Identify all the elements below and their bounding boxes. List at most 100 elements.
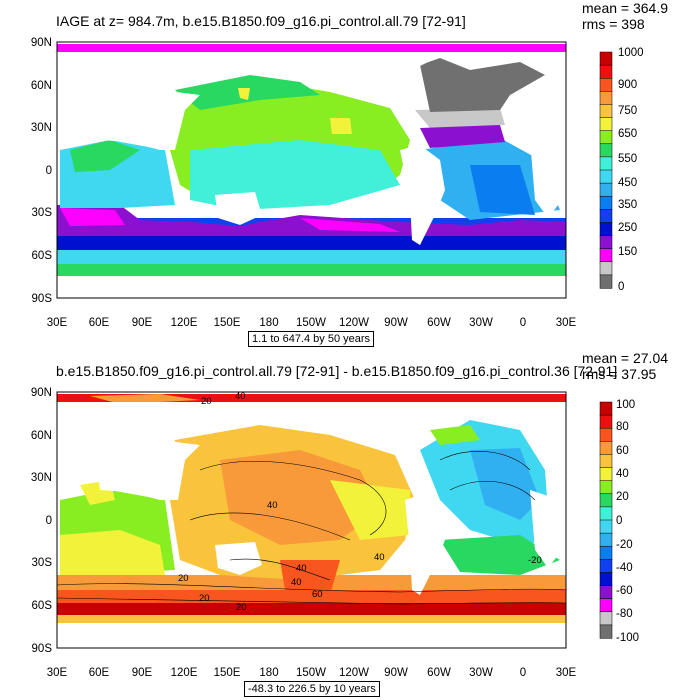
colorbar-swatch <box>599 274 613 289</box>
panel1-pacific-tropic <box>190 140 400 210</box>
colorbar-swatch <box>599 598 613 613</box>
colorbar-swatch <box>599 64 613 79</box>
lat-tick: 90S <box>32 293 53 305</box>
colorbar-label: -60 <box>616 585 633 597</box>
colorbar-swatch <box>599 104 613 119</box>
lon-tick: 0 <box>520 667 526 679</box>
panel2-colorbar-labels: 100 80 60 40 20 0 -20 -40 -60 -80 -100 <box>616 399 639 644</box>
panel2-range-box: -48.3 to 226.5 by 10 years <box>244 681 380 697</box>
colorbar-swatch <box>599 248 613 263</box>
lon-tick: 90E <box>132 667 153 679</box>
lat-tick: 0 <box>46 515 52 527</box>
colorbar-label: 20 <box>616 491 629 503</box>
lon-tick: 60W <box>427 317 451 329</box>
lat-tick: 60S <box>32 600 53 612</box>
panel1-indian-north <box>70 140 140 172</box>
lon-tick: 30E <box>47 667 68 679</box>
colorbar-label: 900 <box>618 79 637 91</box>
contour-label: 20 <box>178 573 189 584</box>
panel2-map <box>57 392 566 648</box>
lon-tick: 60W <box>427 667 451 679</box>
colorbar-swatch <box>599 585 613 600</box>
panel2-colorbar <box>599 401 613 639</box>
lon-tick: 30E <box>556 667 577 679</box>
lon-tick: 120E <box>171 667 198 679</box>
panel1-okhotsk <box>238 88 250 100</box>
colorbar-label: 40 <box>616 468 629 480</box>
lat-tick: 90N <box>31 387 52 399</box>
colorbar-swatch <box>599 117 613 132</box>
panel1-land-africa <box>530 140 562 218</box>
panel2-mean: mean = 27.04 <box>582 350 669 366</box>
panel1-pacific-max <box>300 218 400 232</box>
panel2-southern-red <box>57 590 566 606</box>
colorbar-swatch <box>599 182 613 197</box>
colorbar-swatch <box>599 209 613 224</box>
lon-tick: 180 <box>259 317 278 329</box>
colorbar-swatch <box>599 467 613 482</box>
panel1-rms: rms = 398 <box>582 16 645 32</box>
panel2-pacific-south <box>280 560 340 595</box>
colorbar-swatch <box>599 545 613 560</box>
colorbar-swatch <box>599 195 613 210</box>
contour-label: 20 <box>201 396 212 407</box>
colorbar-label: 150 <box>618 246 637 258</box>
panel1-atlantic-purple <box>420 125 505 148</box>
panel1-southern-band-a <box>57 248 566 264</box>
lat-tick: 30S <box>32 207 53 219</box>
panel1-title: IAGE at z= 984.7m, b.e15.B1850.f09_g16.p… <box>56 13 466 29</box>
colorbar-swatch <box>599 506 613 521</box>
lat-tick: 90N <box>31 37 52 49</box>
lon-tick: 180 <box>259 667 278 679</box>
contour-label: 60 <box>312 589 323 600</box>
lon-tick: 30W <box>469 317 493 329</box>
lon-tick: 120W <box>339 667 369 679</box>
colorbar-swatch <box>599 572 613 587</box>
lon-tick: 90W <box>384 317 408 329</box>
colorbar-swatch <box>599 493 613 508</box>
colorbar-swatch <box>599 235 613 250</box>
lon-tick: 30W <box>469 667 493 679</box>
colorbar-label: 0 <box>616 515 622 527</box>
panel1-range-box: 1.1 to 647.4 by 50 years <box>248 331 375 347</box>
lon-tick: 150W <box>296 317 326 329</box>
lon-tick: 90E <box>132 317 153 329</box>
colorbar-swatch <box>599 414 613 429</box>
panel2-atlantic-south <box>440 535 560 575</box>
colorbar-swatch <box>599 156 613 171</box>
colorbar-swatch <box>599 519 613 534</box>
colorbar-label: -80 <box>616 608 633 620</box>
panel1-north-atlantic <box>420 58 545 112</box>
lon-tick: 150E <box>214 667 241 679</box>
lat-tick: 0 <box>46 165 52 177</box>
colorbar-label: 350 <box>618 199 637 211</box>
lon-tick: 120E <box>171 317 198 329</box>
colorbar-label: 250 <box>618 222 637 234</box>
panel1-land-australia <box>215 192 262 225</box>
colorbar-swatch <box>599 77 613 92</box>
contour-label: 20 <box>199 593 210 604</box>
panel1-colorbar <box>599 51 613 289</box>
panel2-contour-labels: 40 40 20 60 40 40 40 20 20 20 -20 <box>178 391 542 613</box>
panel1-atlantic-grey <box>415 108 505 128</box>
panel2-title: b.e15.B1850.f09_g16.pi_control.all.79 [7… <box>56 363 618 379</box>
panel1-land-antarctica <box>57 276 566 298</box>
colorbar-label: 80 <box>616 421 629 433</box>
lon-tick: 30E <box>556 317 577 329</box>
contour-label: -20 <box>528 555 542 566</box>
colorbar-label: -40 <box>616 562 633 574</box>
panel2-lat-axis: 90N 60N 30N 0 30S 60S 90S <box>31 387 52 655</box>
panel1-pacific-yellow <box>330 118 352 134</box>
panel1-land-samerica <box>400 145 445 245</box>
colorbar-label: -100 <box>616 632 639 644</box>
colorbar-swatch <box>599 559 613 574</box>
panel1-atlantic-deep <box>470 165 535 215</box>
panel2-frame <box>56 391 567 649</box>
colorbar-swatch <box>599 169 613 184</box>
colorbar-label: 650 <box>618 128 637 140</box>
colorbar-swatch <box>599 222 613 237</box>
lat-tick: 60S <box>32 250 53 262</box>
contour-label: 40 <box>235 391 246 402</box>
panel1-lat-axis: 90N 60N 30N 0 30S 60S 90S <box>31 37 52 305</box>
colorbar-swatch <box>599 130 613 145</box>
